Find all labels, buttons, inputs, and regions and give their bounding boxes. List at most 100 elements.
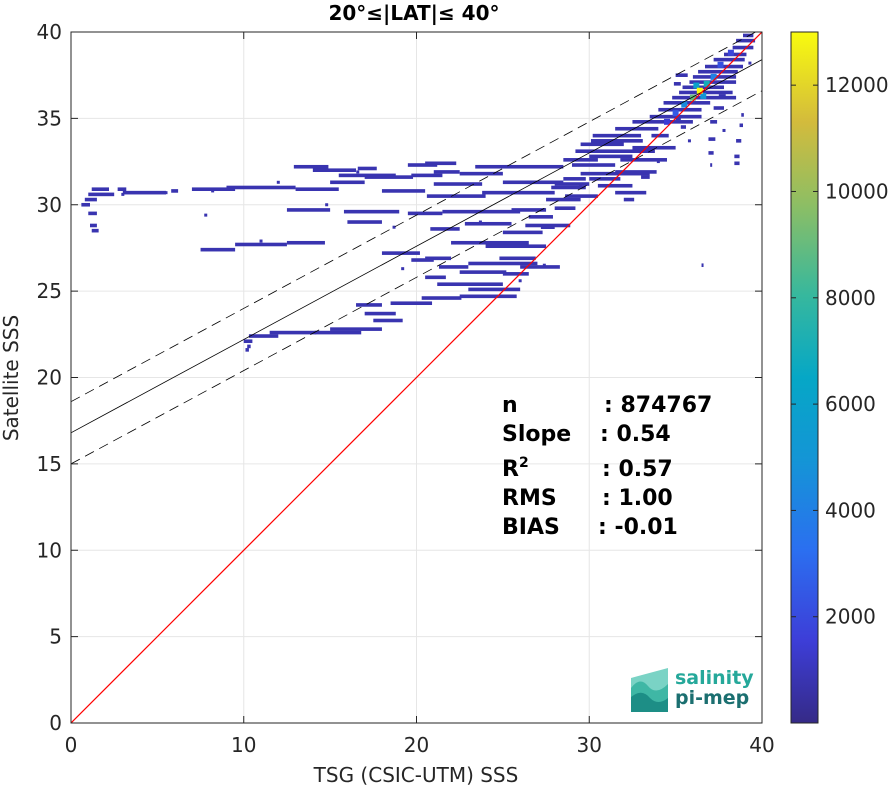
y-tick-label: 20 bbox=[37, 366, 62, 390]
density-cell bbox=[191, 187, 236, 192]
density-cell bbox=[306, 241, 310, 245]
density-cell bbox=[245, 348, 249, 352]
density-cell bbox=[656, 160, 660, 164]
density-cell bbox=[459, 171, 503, 176]
density-cell bbox=[325, 203, 329, 207]
density-peak-cell bbox=[696, 87, 703, 94]
logo-line-1: salinity bbox=[675, 667, 754, 689]
density-cell bbox=[742, 33, 754, 38]
density-cell bbox=[704, 64, 743, 69]
density-cell bbox=[482, 190, 555, 195]
density-cell bbox=[88, 192, 115, 197]
density-peak-cell bbox=[703, 80, 710, 87]
y-tick-label: 25 bbox=[37, 279, 62, 303]
stat-label: Slope bbox=[502, 422, 571, 447]
density-cell bbox=[243, 339, 253, 344]
density-cell bbox=[651, 133, 669, 138]
density-cell bbox=[511, 208, 547, 212]
density-cell bbox=[528, 215, 553, 219]
density-cell bbox=[589, 154, 633, 159]
y-tick-label: 0 bbox=[49, 711, 62, 735]
axis-ticks: 0 10 20 30 40 0 5 10 15 20 25 30 35 40 bbox=[37, 20, 775, 757]
density-cell bbox=[464, 221, 512, 226]
lower-bound-line bbox=[71, 90, 762, 465]
density-cell bbox=[121, 192, 125, 196]
density-cell bbox=[554, 206, 576, 211]
density-cell bbox=[468, 261, 538, 266]
density-cell bbox=[90, 223, 97, 228]
density-cell bbox=[718, 94, 726, 98]
density-cell bbox=[286, 208, 331, 212]
density-cell bbox=[459, 270, 507, 274]
density-cell bbox=[286, 240, 325, 245]
colorbar-tick-label: 8000 bbox=[825, 286, 876, 310]
stat-label: RMS bbox=[502, 486, 557, 511]
density-cell bbox=[682, 85, 724, 90]
y-axis-label: Satellite SSS bbox=[0, 315, 23, 441]
density-cell bbox=[687, 139, 691, 143]
stat-label: n bbox=[502, 393, 518, 418]
density-cell bbox=[364, 175, 414, 179]
chart-title: 20°≤|LAT|≤ 40° bbox=[328, 1, 499, 25]
density-cell bbox=[722, 128, 726, 132]
density-cell bbox=[713, 57, 745, 62]
density-cell bbox=[592, 133, 642, 138]
density-cell bbox=[437, 282, 503, 287]
density-cell bbox=[748, 61, 752, 65]
identity-line bbox=[71, 32, 762, 723]
density-cell bbox=[675, 116, 681, 121]
stat-value: : 874767 bbox=[604, 393, 712, 418]
density-cell bbox=[426, 194, 486, 198]
density-cell bbox=[658, 107, 702, 112]
density-cell bbox=[356, 303, 382, 307]
density-cell bbox=[723, 52, 747, 57]
density-cell bbox=[211, 189, 215, 193]
density-cell bbox=[364, 311, 396, 316]
density-cell bbox=[81, 202, 91, 207]
density-cell bbox=[438, 265, 469, 269]
density-cell bbox=[734, 161, 740, 166]
density-cell bbox=[421, 296, 462, 300]
density-cell bbox=[357, 166, 377, 171]
density-cell bbox=[620, 158, 667, 162]
density-cell bbox=[741, 113, 744, 117]
colorbar-tick-label: 4000 bbox=[825, 498, 876, 522]
density-cell bbox=[247, 344, 251, 349]
density-cell bbox=[269, 330, 317, 335]
density-cell bbox=[520, 265, 560, 269]
density-cell bbox=[632, 145, 676, 150]
density-cell bbox=[680, 125, 686, 129]
density-cell bbox=[546, 197, 581, 202]
density-cell bbox=[565, 194, 598, 198]
density-cell bbox=[589, 177, 621, 181]
density-cell bbox=[518, 279, 522, 283]
density-cell bbox=[312, 168, 357, 172]
stat-label: BIAS bbox=[502, 515, 560, 540]
density-cell bbox=[88, 211, 97, 216]
density-cell bbox=[623, 197, 635, 202]
upper-bound-line bbox=[71, 32, 757, 403]
density-cell bbox=[734, 154, 740, 159]
y-tick-label: 15 bbox=[37, 452, 62, 476]
x-tick-label: 30 bbox=[577, 733, 602, 757]
waves-icon bbox=[631, 668, 668, 712]
density-cell bbox=[91, 187, 110, 192]
density-cell bbox=[679, 90, 733, 95]
density-cell bbox=[580, 142, 624, 147]
density-cell bbox=[293, 164, 329, 169]
density-cell bbox=[392, 225, 396, 229]
density-cell bbox=[708, 151, 714, 155]
colorbar-tick-label: 2000 bbox=[825, 605, 876, 629]
y-tick-label: 35 bbox=[37, 106, 62, 130]
density-cell bbox=[615, 190, 647, 195]
density-peak-cell bbox=[727, 49, 734, 56]
x-axis-label: TSG (CSIC-UTM) SSS bbox=[313, 763, 519, 787]
density-cell bbox=[381, 189, 426, 193]
density-cell bbox=[248, 334, 279, 338]
stat-value: : 0.57 bbox=[602, 457, 673, 482]
stat-value: : 1.00 bbox=[602, 486, 673, 511]
density-cell bbox=[295, 187, 339, 192]
density-cell bbox=[554, 182, 590, 186]
